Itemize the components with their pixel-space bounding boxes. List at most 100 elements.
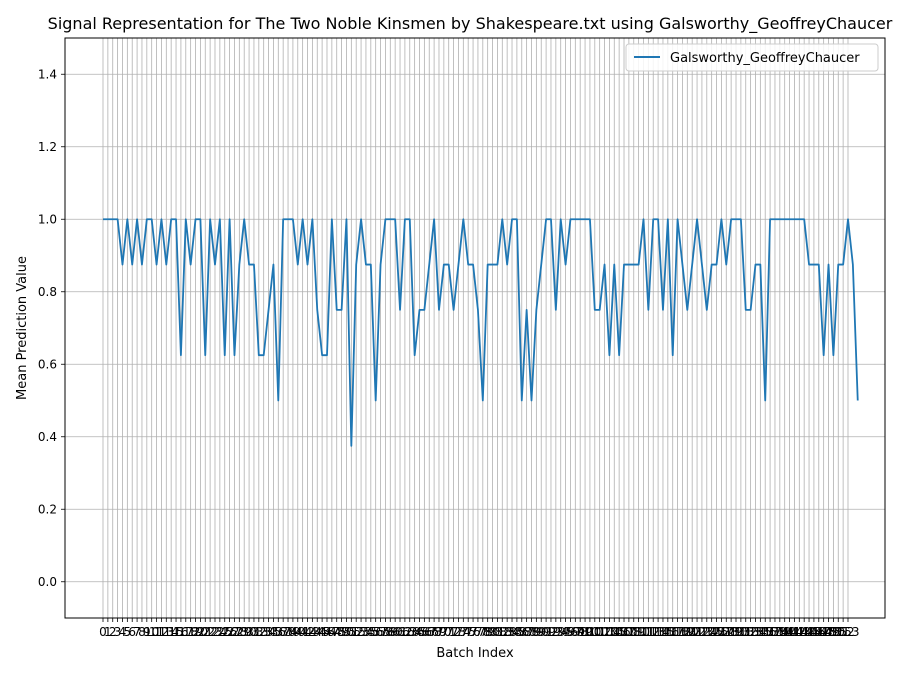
x-tick-label: 88 (524, 625, 539, 639)
x-tick-label: 42 (300, 625, 315, 639)
x-tick-label: 57 (373, 625, 388, 639)
y-tick-label: 0.4 (38, 430, 57, 444)
x-tick-label: 124 (695, 625, 718, 639)
x-tick-label: 56 (368, 625, 383, 639)
x-tick-label: 99 (577, 625, 592, 639)
x-tick-label: 84 (504, 625, 519, 639)
x-tick-label: 55 (363, 625, 378, 639)
x-tick-label: 115 (652, 625, 675, 639)
x-tick-label: 126 (705, 625, 728, 639)
x-tick-label: 50 (339, 625, 354, 639)
x-tick-label: 64 (407, 625, 422, 639)
x-tick-label: 80 (485, 625, 500, 639)
x-tick-label: 68 (426, 625, 441, 639)
x-tick-label: 112 (637, 625, 660, 639)
legend-label: Galsworthy_GeoffreyChaucer (670, 51, 860, 66)
y-tick-label: 0.8 (38, 285, 57, 299)
x-tick-label: 9 (143, 625, 151, 639)
x-tick-label: 22 (202, 625, 217, 639)
x-tick-label: 18 (183, 625, 198, 639)
x-tick-label: 108 (617, 625, 640, 639)
x-tick-label: 41 (295, 625, 310, 639)
x-tick-label: 19 (188, 625, 203, 639)
chart-title: Signal Representation for The Two Noble … (48, 14, 893, 34)
x-tick-label: 127 (710, 625, 733, 639)
x-tick-label: 25 (217, 625, 232, 639)
x-tick-label: 49 (334, 625, 349, 639)
x-tick-label: 82 (495, 625, 510, 639)
x-tick-label: 17 (178, 625, 193, 639)
x-tick-label: 125 (700, 625, 723, 639)
x-tick-label: 113 (642, 625, 665, 639)
x-tick-label: 24 (212, 625, 227, 639)
x-tick-label: 86 (514, 625, 529, 639)
x-tick-label: 70 (436, 625, 451, 639)
x-tick-label: 51 (344, 625, 359, 639)
x-tick-label: 147 (807, 625, 830, 639)
y-gridlines (65, 73, 885, 583)
x-tick-label: 0 (99, 625, 107, 639)
series-line (103, 218, 859, 447)
x-tick-label: 150 (822, 625, 845, 639)
x-tick-label: 105 (603, 625, 626, 639)
plot-area-frame (64, 37, 886, 619)
x-tick-label: 101 (583, 625, 606, 639)
x-tick-label: 136 (754, 625, 777, 639)
x-tick-label: 31 (246, 625, 261, 639)
x-tick-label: 11 (149, 625, 164, 639)
x-tick-label: 5 (124, 625, 132, 639)
x-tick-label: 134 (744, 625, 767, 639)
x-tick-label: 63 (402, 625, 417, 639)
x-tick-label: 143 (788, 625, 811, 639)
x-tick-label: 140 (773, 625, 796, 639)
x-tick-label: 111 (632, 625, 655, 639)
x-tick-label: 4 (119, 625, 127, 639)
x-tick-label: 144 (793, 625, 816, 639)
x-tick-label: 61 (392, 625, 407, 639)
x-tick-label: 54 (358, 625, 373, 639)
x-tick-label: 60 (388, 625, 403, 639)
x-tick-label: 152 (832, 625, 855, 639)
x-tick-label: 102 (588, 625, 611, 639)
x-tick-label: 27 (227, 625, 242, 639)
x-tick-label: 14 (164, 625, 179, 639)
x-tick-label: 59 (383, 625, 398, 639)
x-tick-label: 137 (759, 625, 782, 639)
x-tick-label: 120 (676, 625, 699, 639)
x-tick-label: 72 (446, 625, 461, 639)
x-tick-label: 90 (534, 625, 549, 639)
x-tick-label: 100 (578, 625, 601, 639)
x-tick-label: 32 (251, 625, 266, 639)
x-tick-label: 122 (686, 625, 709, 639)
x-tick-label: 21 (198, 625, 213, 639)
x-tick-label: 20 (193, 625, 208, 639)
x-tick-label: 148 (812, 625, 835, 639)
x-tick-label: 33 (256, 625, 271, 639)
x-tick-label: 67 (422, 625, 437, 639)
x-tick-label: 44 (310, 625, 325, 639)
x-tick-label: 10 (144, 625, 159, 639)
x-tick-label: 149 (817, 625, 840, 639)
x-axis-label: Batch Index (436, 646, 514, 661)
x-tick-label: 103 (593, 625, 616, 639)
x-tick-label: 131 (729, 625, 752, 639)
x-tick-label: 141 (778, 625, 801, 639)
x-tick-label: 128 (715, 625, 738, 639)
x-tick-label: 40 (290, 625, 305, 639)
y-tick-label: 0.0 (38, 575, 57, 589)
x-tick-label: 116 (656, 625, 679, 639)
x-tick-label: 118 (666, 625, 689, 639)
x-tick-label: 145 (798, 625, 821, 639)
x-tick-label: 129 (720, 625, 743, 639)
x-tick-label: 36 (271, 625, 286, 639)
x-tick-label: 62 (397, 625, 412, 639)
x-tick-label: 95 (558, 625, 573, 639)
x-tick-label: 43 (305, 625, 320, 639)
x-tick-label: 83 (500, 625, 515, 639)
y-tick-label: 1.4 (38, 67, 57, 81)
x-tick-label: 89 (529, 625, 544, 639)
x-tick-label: 2 (109, 625, 117, 639)
x-tick-label: 107 (613, 625, 636, 639)
